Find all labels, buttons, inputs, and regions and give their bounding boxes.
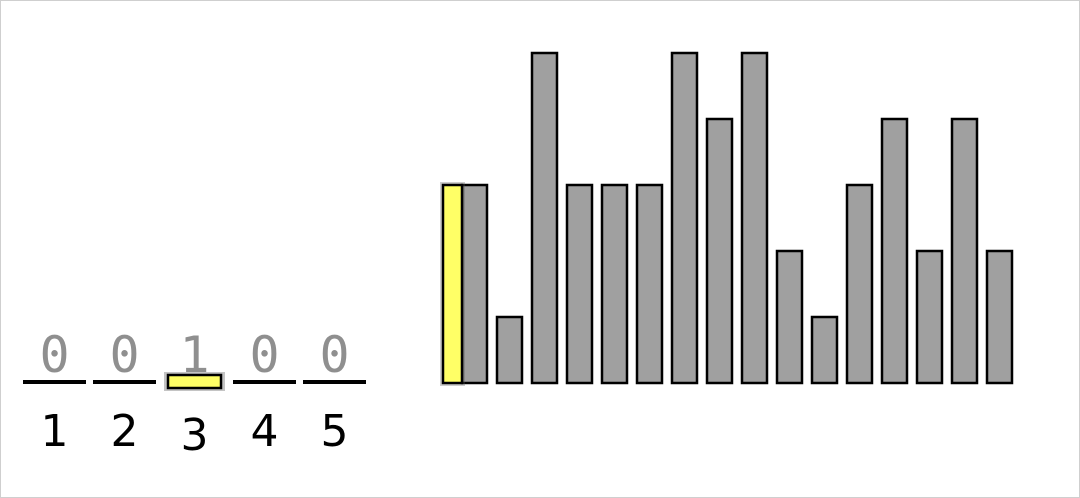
count-value: 0	[319, 326, 349, 384]
bar-9	[740, 51, 769, 385]
highlighted-bar	[441, 183, 464, 385]
slot-index-label: 1	[41, 406, 69, 457]
count-slot: 04	[233, 326, 296, 457]
bar-3	[530, 51, 559, 385]
bar-2	[495, 315, 524, 385]
bar-11	[810, 315, 839, 385]
count-value: 0	[109, 326, 139, 384]
count-slot: 05	[303, 326, 366, 457]
bar-14	[915, 249, 944, 385]
count-slot: 13	[164, 326, 225, 461]
bar-12	[845, 183, 874, 385]
active-slot-marker	[166, 373, 223, 390]
bar-13	[880, 117, 909, 385]
count-value: 0	[39, 326, 69, 384]
count-slot: 01	[23, 326, 86, 457]
slot-index-label: 5	[321, 406, 349, 457]
slot-index-label: 4	[251, 406, 279, 457]
bar-6	[635, 183, 664, 385]
bar-4	[565, 183, 594, 385]
bar-16	[985, 249, 1014, 385]
count-slot: 02	[93, 326, 156, 457]
bar-7	[670, 51, 699, 385]
slot-index-label: 3	[181, 410, 209, 461]
count-value: 0	[249, 326, 279, 384]
bar-1	[460, 183, 489, 385]
bar-10	[775, 249, 804, 385]
bar-5	[600, 183, 629, 385]
slot-index-label: 2	[111, 406, 139, 457]
bar-8	[705, 117, 734, 385]
bar-15	[950, 117, 979, 385]
